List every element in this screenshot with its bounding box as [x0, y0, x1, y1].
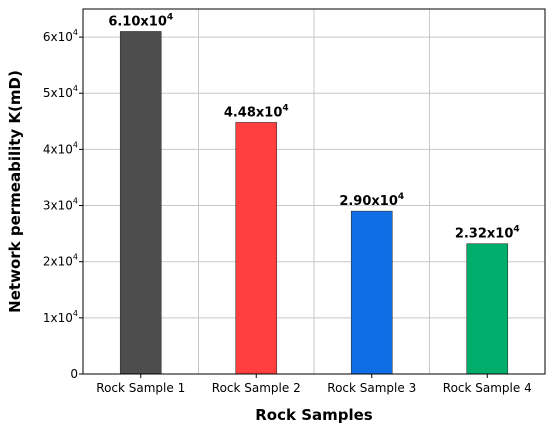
y-tick-label: 5x104	[43, 84, 78, 100]
bar	[350, 210, 393, 375]
y-tick-label: 1x104	[43, 309, 78, 325]
y-tick-label: 2x104	[43, 253, 78, 269]
bar	[466, 243, 509, 375]
bar	[235, 122, 278, 375]
data-label: 2.90x104	[339, 192, 404, 209]
y-tick-labels: 0 1x104 2x104 3x104 4x104 5x104 6x104	[43, 28, 83, 381]
y-axis-title: Network permeability K(mD)	[6, 70, 24, 313]
y-tick-label: 0	[70, 367, 78, 381]
x-tick-labels: Rock Sample 1 Rock Sample 2 Rock Sample 3 R…	[96, 374, 532, 395]
plot-frame	[82, 8, 546, 375]
y-tick-label: 3x104	[43, 197, 78, 213]
data-label: 6.10x104	[108, 12, 173, 29]
x-tick-label: Rock Sample 2	[212, 381, 301, 395]
data-label: 2.32x104	[455, 225, 520, 242]
data-labels: 6.10x104 4.48x104 2.90x104 2.32x104	[108, 12, 519, 241]
x-axis-title: Rock Samples	[255, 406, 373, 424]
y-tick-label: 6x104	[43, 28, 78, 44]
x-tick-label: Rock Sample 4	[443, 381, 532, 395]
data-label: 4.48x104	[224, 103, 289, 120]
bar	[119, 31, 162, 375]
x-tick-label: Rock Sample 3	[327, 381, 416, 395]
x-tick-label: Rock Sample 1	[96, 381, 185, 395]
y-tick-label: 4x104	[43, 140, 78, 156]
